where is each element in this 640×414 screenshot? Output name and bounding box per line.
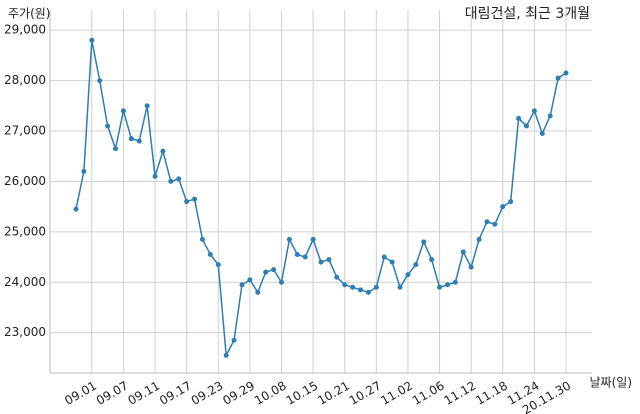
data-point (516, 115, 522, 121)
data-point (97, 78, 103, 84)
data-point (255, 289, 261, 295)
data-point (421, 239, 427, 245)
series-line (75, 40, 567, 358)
y-tick-label: 24,000 (4, 275, 46, 289)
data-point (176, 176, 182, 182)
data-point (468, 264, 474, 270)
data-point (444, 282, 450, 288)
data-point (192, 196, 198, 202)
data-point (318, 259, 324, 265)
data-point (326, 257, 332, 263)
y-tick-label: 29,000 (4, 23, 46, 37)
data-point (144, 103, 150, 109)
x-tick-label: 09.23 (189, 379, 226, 408)
x-tick-label: 11.18 (473, 379, 510, 408)
data-point (207, 252, 213, 258)
data-point (429, 257, 435, 263)
data-point (555, 75, 561, 81)
y-tick-label: 28,000 (4, 73, 46, 87)
x-tick-label: 11.12 (442, 379, 479, 408)
x-tick-label: 09.07 (94, 379, 131, 408)
data-point (81, 168, 87, 174)
x-tick-label: 11.06 (410, 379, 447, 408)
data-point (389, 259, 395, 265)
data-point (263, 269, 269, 275)
data-point (113, 146, 119, 152)
data-point (184, 199, 190, 205)
y-axis-label: 주가(원) (8, 7, 50, 21)
data-point (302, 254, 308, 260)
data-point (271, 267, 277, 273)
data-point (286, 236, 292, 242)
data-point (397, 284, 403, 290)
x-tick-label: 10.27 (347, 379, 384, 408)
data-point (278, 279, 284, 285)
x-tick-label: 10.08 (252, 379, 289, 408)
data-point (500, 204, 506, 210)
data-point (381, 254, 387, 260)
x-tick-label: 09.01 (62, 379, 99, 408)
x-tick-label: 09.11 (126, 379, 163, 408)
x-axis-label: 날짜(일) (590, 376, 632, 390)
data-point (523, 123, 529, 129)
y-tick-label: 27,000 (4, 124, 46, 138)
y-tick-label: 23,000 (4, 325, 46, 339)
data-point (310, 236, 316, 242)
data-point (539, 131, 545, 137)
data-point (199, 236, 205, 242)
data-point (531, 108, 537, 114)
x-tick-label: 10.21 (315, 379, 352, 408)
data-point (476, 236, 482, 242)
data-point (294, 252, 300, 258)
data-point (105, 123, 111, 129)
data-point (120, 108, 126, 114)
chart-title: 대림건설, 최근 3개월 (465, 6, 590, 22)
y-tick-label: 25,000 (4, 224, 46, 238)
data-point (373, 284, 379, 290)
data-point (239, 282, 245, 288)
data-point (231, 337, 237, 343)
data-point (215, 262, 221, 268)
data-point (460, 249, 466, 255)
x-tick-label: 10.15 (284, 379, 321, 408)
data-point (547, 113, 553, 119)
data-point (168, 178, 174, 184)
x-tick-label: 09.17 (157, 379, 194, 408)
data-point (342, 282, 348, 288)
x-tick-label: 11.02 (378, 379, 415, 408)
data-point (160, 148, 166, 154)
data-point (73, 206, 79, 212)
data-point (508, 199, 514, 205)
data-point (405, 272, 411, 278)
data-point (437, 284, 443, 290)
data-point (334, 274, 340, 280)
data-point (358, 287, 364, 293)
data-point (152, 173, 158, 179)
data-point (563, 70, 569, 76)
data-point (452, 279, 458, 285)
data-point (350, 284, 356, 290)
data-point (247, 277, 253, 283)
y-tick-label: 26,000 (4, 174, 46, 188)
data-point (413, 262, 419, 268)
data-point (484, 219, 490, 225)
x-tick-label: 09.29 (220, 379, 257, 408)
data-point (89, 37, 95, 43)
data-point (128, 136, 134, 142)
data-point (365, 289, 371, 295)
data-point (492, 221, 498, 227)
data-point (223, 352, 229, 358)
data-point (136, 138, 142, 144)
